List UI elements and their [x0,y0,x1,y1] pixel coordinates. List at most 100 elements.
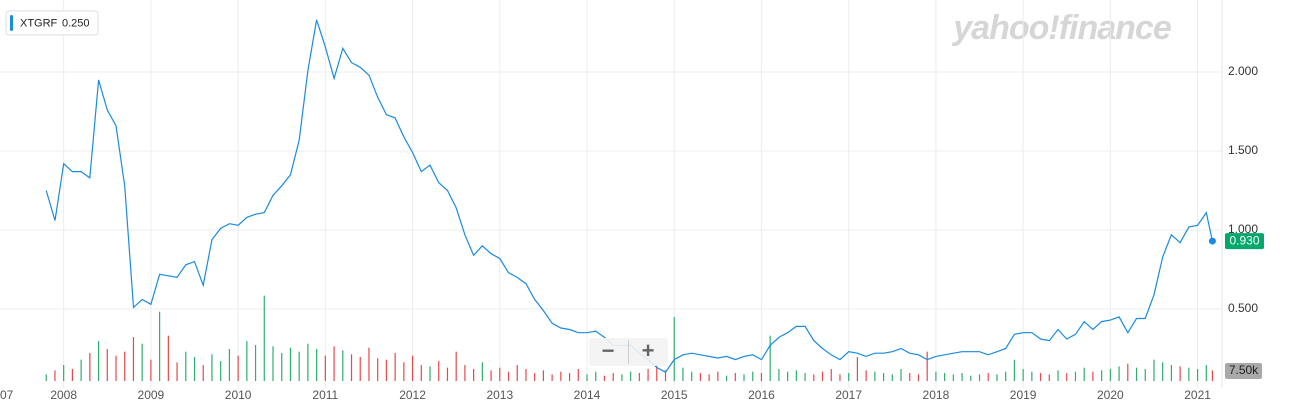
volume-bar [708,374,710,381]
volume-bar [560,371,562,381]
volume-bar [185,351,187,381]
volume-bar [551,374,553,381]
x-tick-label: 2015 [661,388,688,402]
volume-bar [263,295,265,381]
volume-bar [1170,365,1173,381]
volume-bar [490,370,492,381]
volume-bar [917,374,920,381]
volume-bar [507,371,510,381]
volume-bar [996,374,998,381]
volume-bar [1101,370,1103,381]
y-tick-label: 0.500 [1228,301,1258,315]
zoom-in-label[interactable]: + [642,338,655,363]
volume-bar [961,373,963,381]
volume-bar [944,373,946,381]
volume-bar [647,369,649,381]
volume-bar [1083,367,1085,381]
volume-bar [359,357,361,381]
legend-swatch [10,15,13,31]
legend-value: 0.250 [62,17,90,29]
legend-symbol: XTGRF [20,17,58,29]
x-tick-label: 07 [0,388,14,402]
volume-bar [769,335,771,381]
volume-bar [124,351,126,381]
volume-bar [403,362,405,381]
volume-bar [1039,373,1042,381]
volume-bar [176,362,178,381]
volume-bar [865,370,867,381]
current-price-badge [1225,233,1264,250]
volume-bar [682,367,684,381]
volume-bar [254,345,257,381]
volume-bar [1048,374,1050,381]
volume-bar [455,351,457,381]
volume-bar [141,343,143,381]
current-price-dot [1208,237,1216,245]
x-tick-label: 2012 [399,388,426,402]
volume-bar [787,371,789,381]
volume-bar [377,358,379,381]
volume-bar [935,371,937,381]
zoom-control: − + [589,338,668,366]
volume-bar [159,311,161,381]
volume-bar [237,355,239,381]
volume-bar [743,374,745,381]
volume-bar [909,373,911,381]
volume-bar [882,373,885,381]
volume-bar [586,374,588,381]
volume-bar [89,353,91,381]
volume-bar [333,346,335,381]
volume-bar [1057,370,1059,381]
volume-bar [952,374,954,381]
x-tick-label: 2018 [923,388,950,402]
volume-bar [691,371,693,381]
volume-bar [656,365,658,381]
volume-bar [246,341,248,381]
x-tick-label: 2013 [486,388,513,402]
volume-bar [429,366,431,381]
volume-bar [473,369,475,381]
volume-bar [568,373,571,381]
watermark: yahoo!finance [951,9,1171,47]
volume-bar [1127,363,1129,381]
volume-bar [734,373,736,381]
volume-bar [926,351,928,381]
volume-bar [63,365,65,381]
volume-bar [350,354,353,381]
volume-bar [760,373,763,381]
volume-bar [595,371,597,381]
volume-bar [281,353,283,381]
volume-bar [385,359,387,381]
volume-bar [516,365,518,381]
volume-bar [316,349,318,381]
volume-bar [752,371,754,381]
volume-bar [630,371,632,381]
volume-bar [202,365,204,381]
volume-bar [699,373,702,381]
volume-bar [1013,359,1016,381]
current-price-label: 0.930 [1229,233,1259,247]
volume-bar [1196,369,1199,381]
volume-bar [856,357,859,381]
volume-bar [464,365,466,381]
volume-bar [307,343,309,381]
x-tick-label: 2016 [748,388,775,402]
zoom-out-label[interactable]: − [602,338,615,363]
volume-bar [830,369,832,381]
volume-bar [394,353,396,381]
volume-bar [839,374,841,381]
volume-bar [80,359,82,381]
volume-bar [725,375,728,381]
volume-bar [167,335,169,381]
volume-bar [446,367,449,381]
volume-bar [97,341,100,381]
volume-bar [795,370,797,381]
volume-tick-label: 7.50k [1229,363,1259,377]
volume-bar [499,367,501,381]
volume-bar [1092,371,1094,381]
volume-bar [211,354,213,381]
x-tick-label: 2014 [574,388,601,402]
volume-bar [132,337,135,381]
volume-bar [638,373,640,381]
volume-bar [1179,366,1181,381]
